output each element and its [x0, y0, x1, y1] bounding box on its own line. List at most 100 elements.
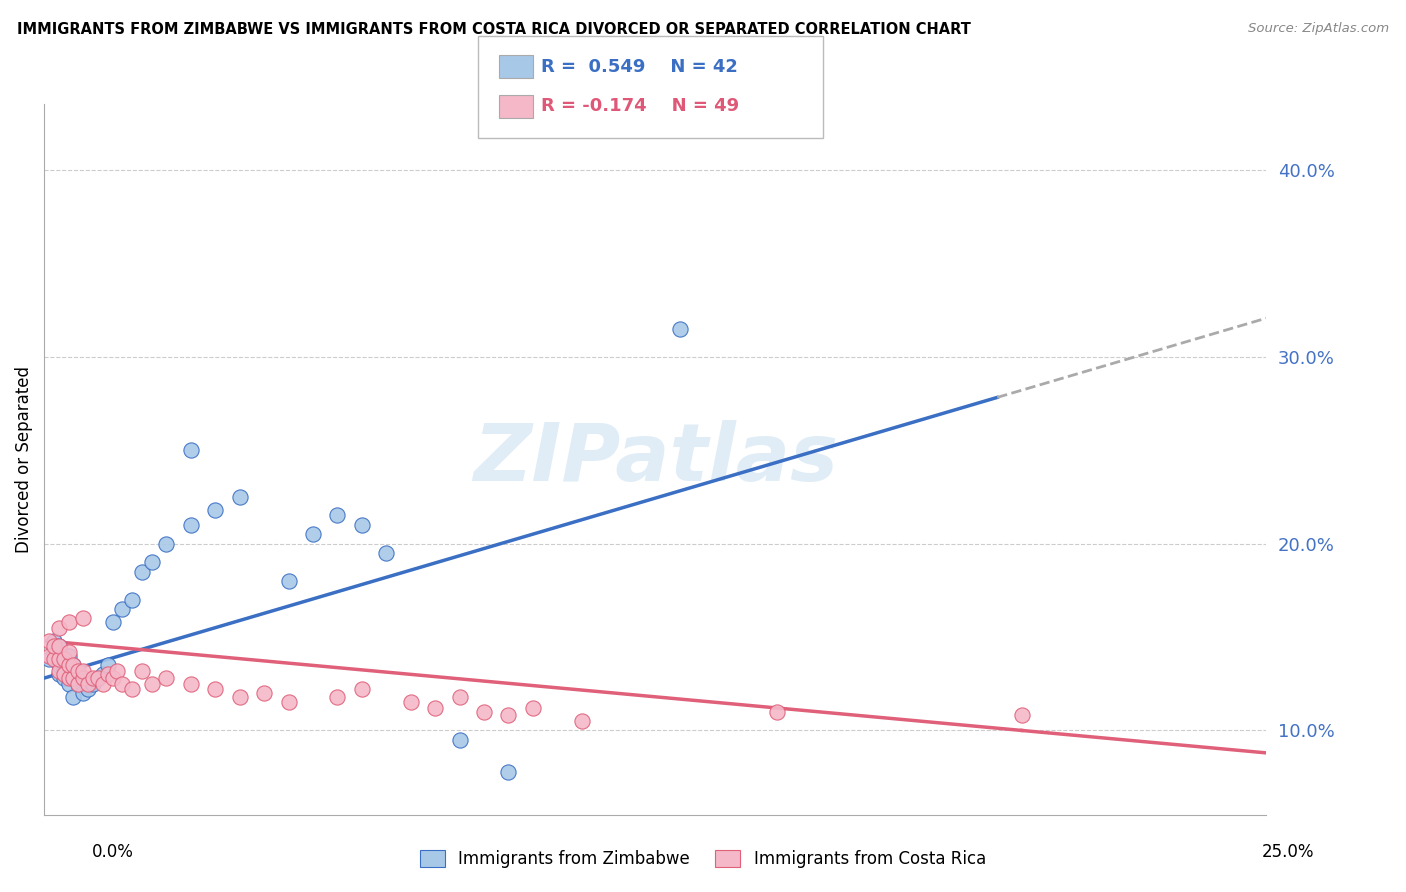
- Point: [449, 690, 471, 704]
- Point: [571, 714, 593, 728]
- Point: [62, 671, 84, 685]
- Point: [58, 671, 80, 685]
- Point: [97, 667, 120, 681]
- Point: [67, 664, 90, 678]
- Point: [121, 592, 143, 607]
- Point: [326, 508, 349, 523]
- Text: 25.0%: 25.0%: [1263, 843, 1315, 861]
- Point: [72, 671, 94, 685]
- Point: [67, 667, 90, 681]
- Point: [42, 633, 65, 648]
- Point: [77, 676, 100, 690]
- Point: [62, 671, 84, 685]
- Point: [498, 708, 520, 723]
- Point: [52, 662, 75, 676]
- Point: [42, 652, 65, 666]
- Point: [52, 667, 75, 681]
- Point: [375, 546, 398, 560]
- Point: [131, 565, 153, 579]
- Point: [97, 658, 120, 673]
- Legend: Immigrants from Zimbabwe, Immigrants from Costa Rica: Immigrants from Zimbabwe, Immigrants fro…: [413, 843, 993, 875]
- Point: [204, 682, 226, 697]
- Point: [48, 658, 70, 673]
- Point: [48, 640, 70, 654]
- Point: [228, 690, 250, 704]
- Point: [449, 732, 471, 747]
- Point: [62, 690, 84, 704]
- Point: [111, 602, 134, 616]
- Point: [204, 503, 226, 517]
- Point: [48, 621, 70, 635]
- Point: [72, 611, 94, 625]
- Point: [58, 648, 80, 663]
- Point: [48, 652, 70, 666]
- Point: [87, 671, 110, 685]
- Point: [180, 443, 202, 458]
- Point: [107, 664, 129, 678]
- Point: [38, 652, 60, 666]
- Text: R =  0.549    N = 42: R = 0.549 N = 42: [541, 58, 738, 76]
- Point: [155, 671, 177, 685]
- Point: [42, 645, 65, 659]
- Text: R = -0.174    N = 49: R = -0.174 N = 49: [541, 97, 740, 115]
- Point: [277, 695, 299, 709]
- Point: [72, 671, 94, 685]
- Point: [131, 664, 153, 678]
- Point: [82, 671, 104, 685]
- Text: IMMIGRANTS FROM ZIMBABWE VS IMMIGRANTS FROM COSTA RICA DIVORCED OR SEPARATED COR: IMMIGRANTS FROM ZIMBABWE VS IMMIGRANTS F…: [17, 22, 970, 37]
- Point: [1011, 708, 1033, 723]
- Point: [48, 640, 70, 654]
- Point: [498, 764, 520, 779]
- Point: [302, 527, 325, 541]
- Point: [350, 517, 373, 532]
- Point: [52, 671, 75, 685]
- Point: [62, 658, 84, 673]
- Point: [58, 658, 80, 673]
- Point: [141, 555, 163, 569]
- Point: [472, 705, 495, 719]
- Point: [668, 321, 690, 335]
- Point: [72, 664, 94, 678]
- Point: [87, 671, 110, 685]
- Text: Source: ZipAtlas.com: Source: ZipAtlas.com: [1249, 22, 1389, 36]
- Point: [423, 701, 446, 715]
- Point: [38, 633, 60, 648]
- Point: [326, 690, 349, 704]
- Point: [42, 640, 65, 654]
- Point: [58, 615, 80, 629]
- Point: [91, 676, 114, 690]
- Point: [766, 705, 789, 719]
- Point: [58, 667, 80, 681]
- Point: [58, 645, 80, 659]
- Point: [77, 682, 100, 697]
- Point: [121, 682, 143, 697]
- Point: [141, 676, 163, 690]
- Point: [101, 671, 124, 685]
- Point: [67, 676, 90, 690]
- Point: [72, 686, 94, 700]
- Y-axis label: Divorced or Separated: Divorced or Separated: [15, 366, 32, 553]
- Point: [228, 490, 250, 504]
- Point: [277, 574, 299, 588]
- Point: [522, 701, 544, 715]
- Point: [111, 676, 134, 690]
- Point: [48, 667, 70, 681]
- Point: [48, 664, 70, 678]
- Point: [180, 517, 202, 532]
- Text: ZIPatlas: ZIPatlas: [472, 420, 838, 499]
- Point: [350, 682, 373, 697]
- Point: [155, 536, 177, 550]
- Point: [180, 676, 202, 690]
- Point: [399, 695, 422, 709]
- Point: [67, 676, 90, 690]
- Point: [52, 652, 75, 666]
- Point: [58, 676, 80, 690]
- Point: [38, 648, 60, 663]
- Point: [52, 652, 75, 666]
- Point: [101, 615, 124, 629]
- Text: 0.0%: 0.0%: [91, 843, 134, 861]
- Point: [82, 676, 104, 690]
- Point: [91, 667, 114, 681]
- Point: [62, 658, 84, 673]
- Point: [253, 686, 276, 700]
